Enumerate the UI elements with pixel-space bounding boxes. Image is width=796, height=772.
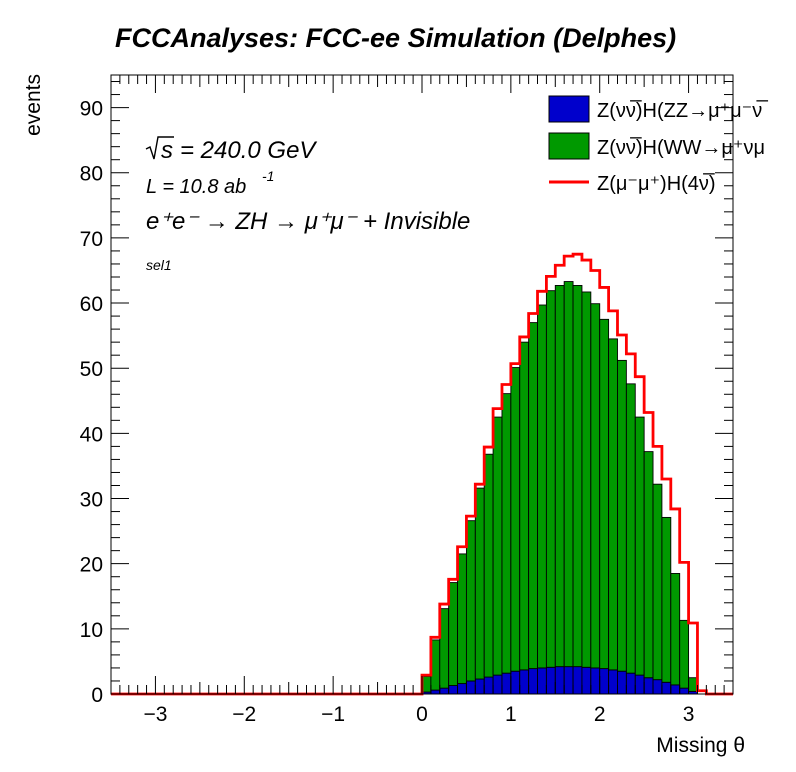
- bar-zz-8: [492, 674, 503, 695]
- bar-zz-12: [528, 668, 538, 695]
- lumi-exponent: -1: [262, 168, 274, 184]
- x-tick-label: −2: [232, 703, 256, 726]
- bar-zz-13: [537, 667, 547, 695]
- y-tick-label: 50: [80, 358, 103, 381]
- y-tick-label: 80: [80, 163, 103, 186]
- bar-zz-22: [617, 670, 627, 695]
- bar-zz-4: [457, 683, 467, 695]
- bar-ww-19: [590, 303, 601, 669]
- sqrt-s-symbol: s: [161, 137, 173, 164]
- bar-ww-12: [528, 322, 538, 670]
- bar-zz-15: [554, 666, 565, 695]
- x-axis-label: Missing θ: [656, 734, 745, 757]
- bar-ww-10: [510, 367, 521, 672]
- bar-zz-28: [670, 684, 681, 695]
- bar-ww-7: [483, 453, 494, 678]
- legend-swatch-ww: [548, 132, 590, 160]
- legend-entry-ww: Z(νν̅)H(WW→μ⁺νμ: [548, 132, 765, 160]
- bar-ww-28: [670, 573, 681, 686]
- legend-entry-zz: Z(νν̅)H(ZZ→μ⁺μ⁻ν̅: [548, 95, 768, 123]
- legend-label-zz: Z(νν̅)H(ZZ→μ⁺μ⁻ν̅: [597, 99, 768, 122]
- bar-ww-21: [608, 338, 618, 671]
- bar-zz-14: [545, 666, 556, 695]
- bar-zz-2: [439, 687, 450, 695]
- selection-annotation: sel1: [146, 257, 172, 273]
- bar-zz-24: [634, 674, 645, 695]
- bar-zz-18: [581, 666, 592, 695]
- bar-zz-7: [483, 676, 494, 695]
- y-tick-label: 70: [80, 228, 103, 251]
- bar-ww-8: [492, 416, 503, 676]
- bar-zz-29: [679, 687, 690, 695]
- bar-ww-24: [634, 416, 645, 676]
- bar-ww-26: [652, 483, 663, 681]
- bar-zz-20: [599, 668, 610, 695]
- legend-label-4nu: Z(μ⁻μ⁺)H(4ν̅): [597, 172, 716, 195]
- bar-zz-27: [661, 681, 672, 695]
- bar-ww-11: [519, 341, 530, 671]
- y-tick-label: 30: [80, 489, 103, 512]
- x-tick-label: −3: [143, 703, 167, 726]
- sqrt-s-value: = 240.0 GeV: [180, 137, 317, 164]
- bar-zz-10: [510, 670, 521, 695]
- y-axis-label: events: [22, 74, 45, 136]
- bar-zz-21: [608, 669, 618, 695]
- bar-zz-16: [563, 666, 574, 695]
- bar-zz-25: [643, 677, 654, 695]
- bar-ww-9: [501, 393, 512, 674]
- x-tick-label: 0: [416, 703, 428, 726]
- overlay-line-layer: [111, 252, 733, 696]
- bar-ww-16: [563, 281, 574, 668]
- bar-ww-17: [572, 285, 583, 668]
- bar-ww-14: [545, 290, 556, 668]
- bar-ww-23: [625, 383, 636, 674]
- y-tick-label: 90: [80, 98, 103, 121]
- bar-zz-23: [625, 672, 636, 695]
- legend-entry-4nu: Z(μ⁻μ⁺)H(4ν̅): [549, 172, 716, 195]
- bar-ww-25: [643, 451, 654, 679]
- y-tick-label: 20: [80, 554, 103, 577]
- bar-zz-26: [652, 679, 663, 695]
- bar-zz-11: [519, 669, 530, 695]
- legend-swatch-zz: [548, 95, 590, 123]
- x-tick-label: 1: [505, 703, 517, 726]
- bar-zz-19: [590, 667, 601, 695]
- bar-zz-9: [501, 672, 512, 695]
- lumi-annotation: L = 10.8 ab -1: [146, 168, 274, 198]
- annotations: s = 240.0 GeV L = 10.8 ab -1 e⁺e⁻ → ZH →…: [145, 136, 470, 273]
- y-tick-label: 0: [91, 684, 103, 707]
- x-tick-label: 2: [594, 703, 606, 726]
- y-tick-label: 60: [80, 293, 103, 316]
- bar-zz-3: [448, 685, 458, 695]
- legend-label-ww: Z(νν̅)H(WW→μ⁺νμ: [597, 136, 765, 159]
- bar-zz-5: [465, 680, 476, 695]
- x-tick-label: −1: [321, 703, 345, 726]
- legend: Z(νν̅)H(ZZ→μ⁺μ⁻ν̅ Z(νν̅)H(WW→μ⁺νμ Z(μ⁻μ⁺…: [548, 95, 768, 195]
- bar-ww-27: [661, 516, 672, 683]
- bar-zz-17: [572, 666, 583, 695]
- bar-ww-13: [537, 304, 547, 669]
- x-tick-label: 3: [683, 703, 695, 726]
- lumi-value: L = 10.8 ab: [146, 176, 246, 198]
- bar-zz-1: [430, 689, 441, 695]
- sqrt-icon: [145, 136, 174, 160]
- stacked-bars: [421, 281, 698, 695]
- bar-zz-6: [474, 678, 485, 695]
- bar-ww-20: [599, 318, 610, 670]
- y-tick-label: 40: [80, 423, 103, 446]
- bar-ww-29: [679, 619, 690, 689]
- overlay-line-4nu: [111, 252, 733, 696]
- sqrt-s-annotation: s = 240.0 GeV: [145, 136, 317, 164]
- y-tick-label: 10: [80, 619, 103, 642]
- process-annotation: e⁺e⁻ → ZH → μ⁺μ⁻ + Invisible: [146, 208, 470, 235]
- bar-ww-18: [581, 291, 592, 668]
- bar-ww-22: [617, 359, 627, 672]
- bar-ww-15: [554, 285, 565, 668]
- chart-title: FCCAnalyses: FCC-ee Simulation (Delphes): [115, 23, 676, 53]
